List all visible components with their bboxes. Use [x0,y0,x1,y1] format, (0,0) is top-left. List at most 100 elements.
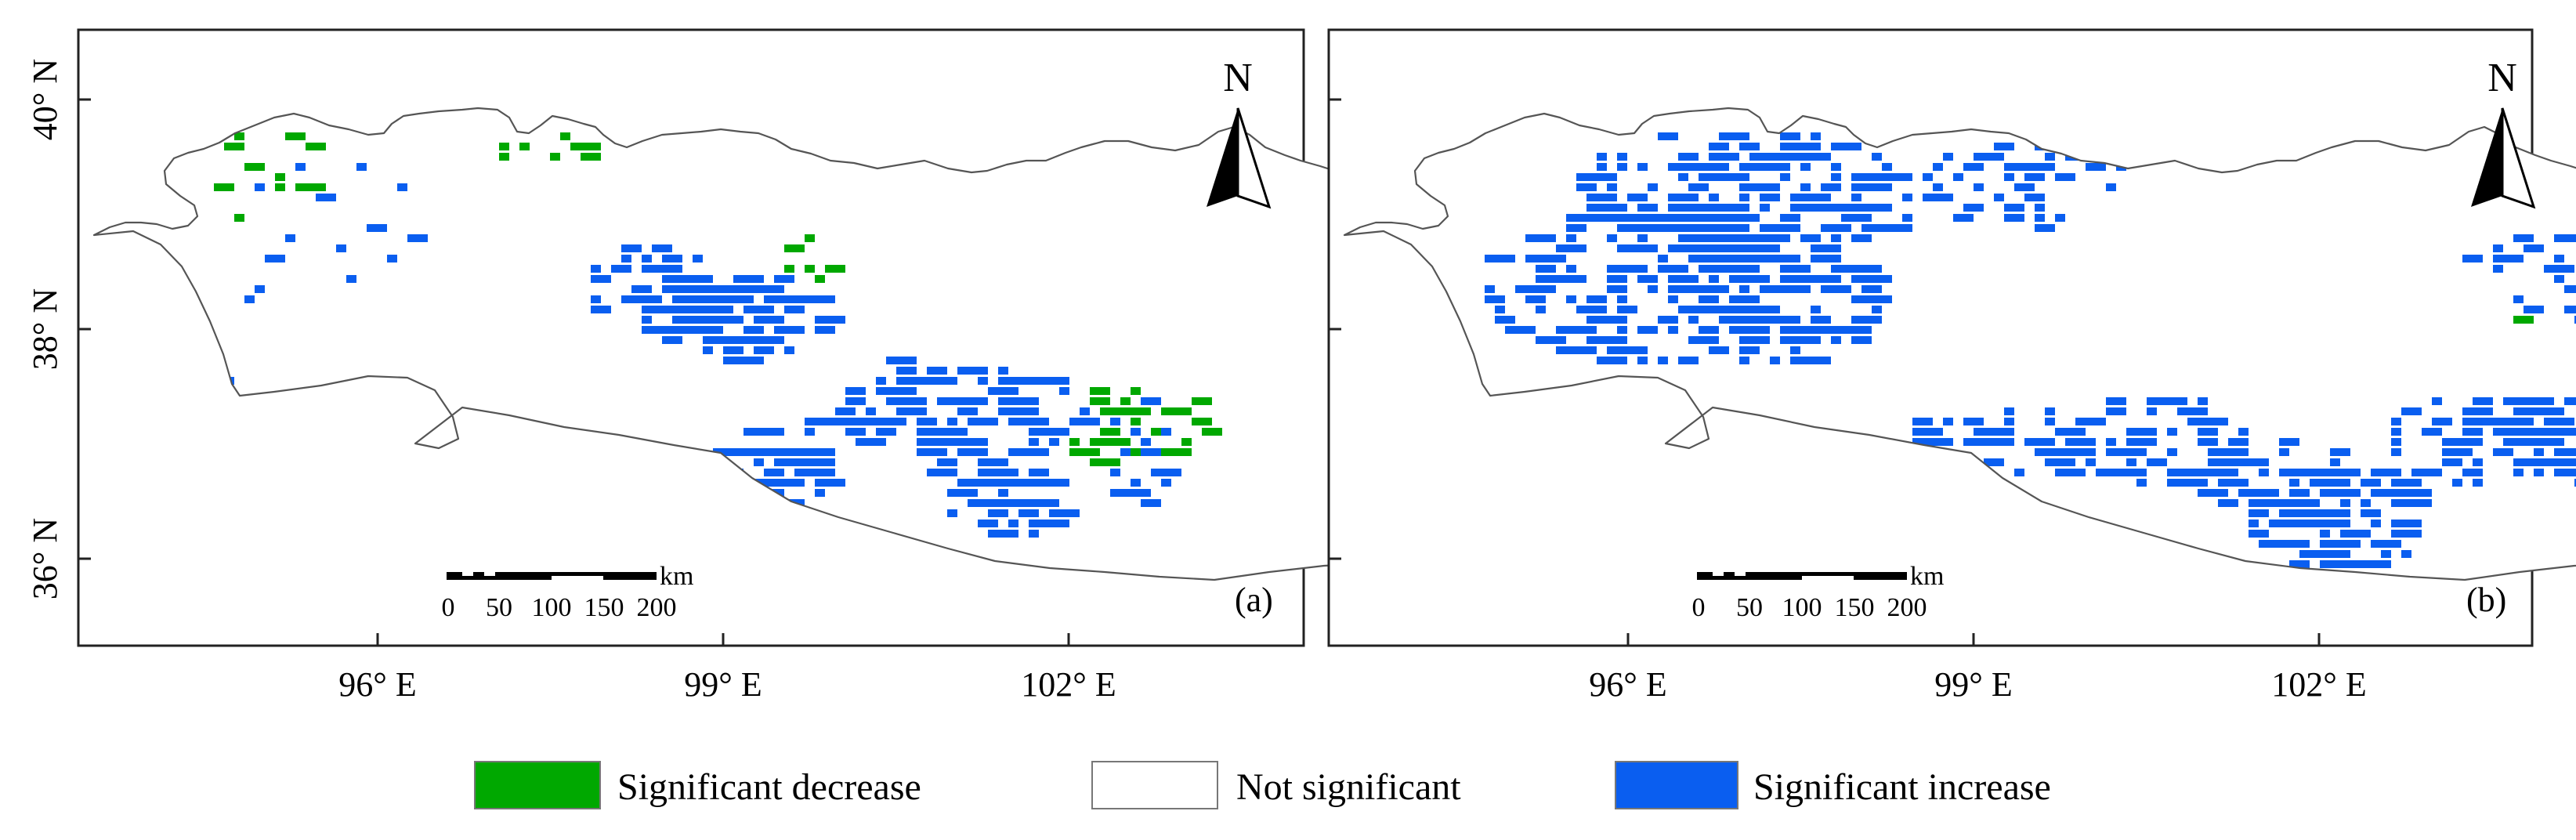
a-pixel-304 [774,479,784,487]
b-pixel-670 [2462,469,2473,476]
b-pixel-417 [2024,173,2045,181]
a-pixel-3 [265,255,285,262]
b-pixel-390 [1872,285,1882,293]
scale-unit-b: km [1910,562,1944,591]
b-pixel-127 [1821,183,1841,191]
a-pixel-155 [917,407,927,415]
a-pixel-114 [815,326,835,334]
b-pixel-16 [1617,153,1627,161]
a-pixel-316 [815,458,825,466]
b-pixel-523 [2208,458,2218,466]
b-pixel-112 [1790,132,1800,140]
b-pixel-679 [2493,418,2503,425]
b-pixel-55 [1699,234,1709,242]
a-pixel-397 [1161,407,1181,415]
a-pixel-358 [275,173,285,181]
b-pixel-632 [2381,550,2391,558]
b-pixel-823 [2473,255,2483,262]
b-pixel-839 [2564,285,2576,293]
b-pixel-734 [2574,458,2576,466]
b-pixel-585 [2299,550,2320,558]
b-pixel-147 [1861,183,1872,191]
b-pixel-221 [1607,346,1627,354]
a-pixel-390 [1120,397,1131,405]
a-pixel-35 [662,255,682,262]
b-pixel-427 [2045,163,2055,171]
b-pixel-46 [1688,194,1699,201]
b-pixel-166 [1485,285,1495,293]
a-pixel-172 [947,377,957,385]
a-pixel-98 [764,295,774,303]
b-pixel-301 [1770,316,1790,324]
b-pixel-836 [2554,265,2574,273]
a-pixel-233 [957,479,978,487]
a-pixel-373 [784,265,794,273]
a-pixel-154 [917,397,927,405]
a-pixel-228 [1059,428,1069,436]
a-pixel-38 [662,306,672,313]
b-pixel-595 [2320,550,2330,558]
a-pixel-235 [968,489,978,497]
a-pixel-47 [652,326,662,334]
b-pixel-248 [1658,255,1668,262]
scale-tick-200-b: 200 [1887,593,1927,622]
b-pixel-488 [2136,479,2147,487]
b-pixel-92 [1760,153,1780,161]
a-pixel-203 [998,407,1008,415]
b-pixel-452 [2045,407,2055,415]
a-pixel-144 [876,438,886,446]
b-pixel-692 [2524,397,2534,405]
b-pixel-109 [1780,224,1800,232]
a-pixel-65 [703,285,723,293]
b-pixel-618 [2361,499,2371,507]
a-pixel-46 [652,295,662,303]
a-pixel-177 [947,458,957,466]
a-pixel-141 [866,438,876,446]
b-pixel-39 [1678,204,1688,212]
b-pixel-506 [2198,397,2208,405]
b-pixel-671 [2473,397,2483,405]
b-pixel-481 [2116,469,2136,476]
scale-bar-b: km 0 50 100 150 200 [1692,562,1945,622]
a-pixel-130 [835,407,845,415]
b-pixel-207 [1586,214,1597,222]
b-pixel-578 [2289,509,2299,517]
b-pixel-237 [1637,234,1648,242]
b-pixel-352 [1790,346,1800,354]
b-pixel-183 [1536,285,1546,293]
b-pixel-206 [1576,346,1597,354]
a-pixel-364 [499,143,509,150]
a-pixel-211 [1008,469,1018,476]
b-pixel-444 [2004,407,2014,415]
a-pixel-11 [387,255,397,262]
b-pixel-358 [1800,326,1811,334]
b-pixel-716 [2534,397,2554,405]
a-pixel-118 [754,458,764,466]
a-pixel-206 [1008,387,1018,395]
b-pixel-222 [1607,357,1627,364]
north-arrow-b: N [2471,56,2536,209]
b-pixel-20 [1627,194,1648,201]
a-pixel-151 [906,387,917,395]
b-pixel-645 [2411,520,2422,527]
b-pixel-47 [1688,204,1699,212]
b-pixel-15 [1607,234,1617,242]
b-pixel-256 [1668,285,1678,293]
b-pixel-110 [1780,234,1790,242]
b-pixel-375 [1831,336,1841,344]
b-pixel-118 [1800,163,1811,171]
b-pixel-494 [2167,428,2177,436]
a-pixel-58 [682,306,693,313]
a-pixel-89 [743,306,764,313]
b-pixel-119 [1800,183,1811,191]
b-pixel-0 [1576,173,1586,181]
lon-label-96-b: 96° E [1589,665,1666,704]
b-pixel-23 [1637,204,1658,212]
a-pixel-401 [1181,438,1192,446]
a-pixel-340 [1161,479,1171,487]
b-pixel-312 [1729,265,1739,273]
b-pixel-261 [1678,275,1699,283]
b-pixel-531 [2228,499,2238,507]
b-pixel-502 [2187,407,2208,415]
a-pixel-146 [886,397,896,405]
